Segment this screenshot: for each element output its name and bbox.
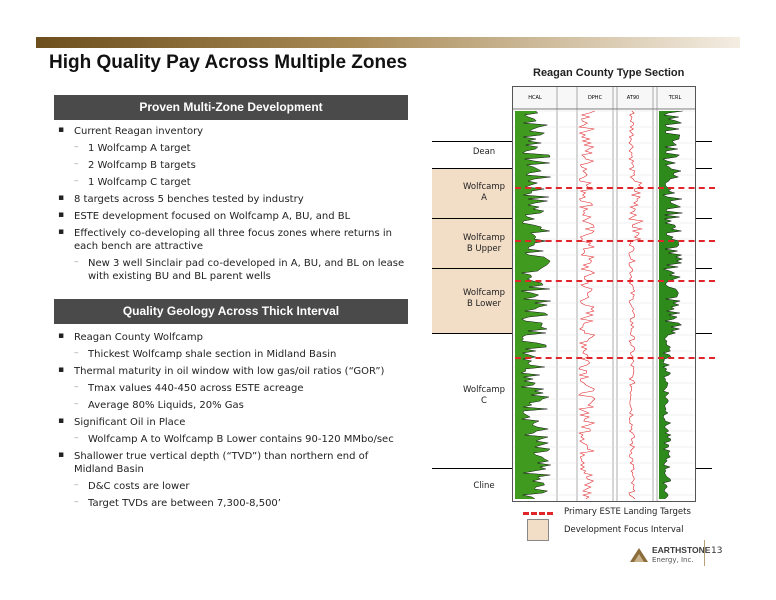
tcrl-fill	[659, 111, 683, 499]
legend-target-swatch	[523, 512, 553, 515]
log-header-at90: AT90	[627, 95, 639, 101]
list-item: Thickest Wolfcamp shale section in Midla…	[58, 348, 408, 361]
header-accent-bar	[36, 37, 740, 48]
landing-target-line-a	[515, 187, 715, 189]
list-item: D&C costs are lower	[58, 480, 408, 493]
list-item: 1 Wolfcamp C target	[58, 176, 408, 189]
earthstone-logo-icon	[630, 548, 648, 562]
resistivity-curve	[628, 110, 644, 500]
list-item: Current Reagan inventory	[58, 125, 408, 138]
box2-bullet-list: Reagan County Wolfcamp Thickest Wolfcamp…	[58, 331, 408, 514]
list-item: 2 Wolfcamp B targets	[58, 159, 408, 172]
zone-label-wolfcamp-c: Wolfcamp C	[462, 385, 506, 407]
landing-target-line-bu	[515, 240, 715, 242]
list-item: Tmax values 440-450 across ESTE acreage	[58, 382, 408, 395]
legend-target-label: Primary ESTE Landing Targets	[564, 507, 691, 517]
list-item: Significant Oil in Place	[58, 416, 408, 429]
zone-label-wolfcamp-a: Wolfcamp A	[462, 182, 506, 204]
box1-header: Proven Multi-Zone Development	[54, 95, 408, 120]
footer-separator	[704, 540, 705, 566]
box2-header: Quality Geology Across Thick Interval	[54, 299, 408, 324]
focus-interval-shade	[432, 168, 517, 333]
zone-label-dean: Dean	[472, 147, 496, 157]
list-item: ESTE development focused on Wolfcamp A, …	[58, 210, 408, 223]
list-item: 8 targets across 5 benches tested by ind…	[58, 193, 408, 206]
gamma-ray-fill	[515, 111, 551, 499]
legend-focus-swatch	[527, 519, 549, 541]
list-item: Average 80% Liquids, 20% Gas	[58, 399, 408, 412]
list-item: Target TVDs are between 7,300-8,500’	[58, 497, 408, 510]
well-log-panel: HCAL DPHC AT90 TCRL	[512, 86, 696, 502]
list-item: Wolfcamp A to Wolfcamp B Lower contains …	[58, 433, 408, 446]
logo-wordmark: EARTHSTONE	[652, 545, 711, 555]
log-header-hcal: HCAL	[528, 95, 542, 101]
zone-label-wolfcamp-b-lower: Wolfcamp B Lower	[462, 288, 506, 310]
box1-bullet-list: Current Reagan inventory 1 Wolfcamp A ta…	[58, 125, 408, 287]
density-porosity-curve	[578, 110, 596, 500]
list-item: Reagan County Wolfcamp	[58, 331, 408, 344]
gamma-ray-curve	[520, 110, 551, 500]
tcrl-curve	[662, 110, 684, 500]
list-item: New 3 well Sinclair pad co-developed in …	[58, 257, 408, 283]
log-header-band	[513, 87, 695, 109]
type-section-title: Reagan County Type Section	[533, 67, 685, 79]
list-item: Thermal maturity in oil window with low …	[58, 365, 408, 378]
well-log-graphic: HCAL DPHC AT90 TCRL	[513, 87, 695, 501]
list-item: Effectively co-developing all three focu…	[58, 227, 408, 253]
page-title: High Quality Pay Across Multiple Zones	[49, 52, 408, 73]
zone-label-cline: Cline	[473, 481, 495, 491]
zone-label-wolfcamp-b-upper: Wolfcamp B Upper	[462, 233, 506, 255]
logo-subtitle: Energy, Inc.	[652, 556, 694, 564]
landing-target-line-bl	[515, 280, 715, 282]
list-item: 1 Wolfcamp A target	[58, 142, 408, 155]
page-number: 13	[711, 546, 723, 556]
list-item: Shallower true vertical depth (“TVD”) th…	[58, 450, 408, 476]
landing-target-line-c	[515, 357, 715, 359]
legend-focus-label: Development Focus Interval	[564, 525, 684, 535]
log-header-tcrl: TCRL	[668, 95, 682, 101]
log-header-dphc: DPHC	[588, 95, 603, 101]
